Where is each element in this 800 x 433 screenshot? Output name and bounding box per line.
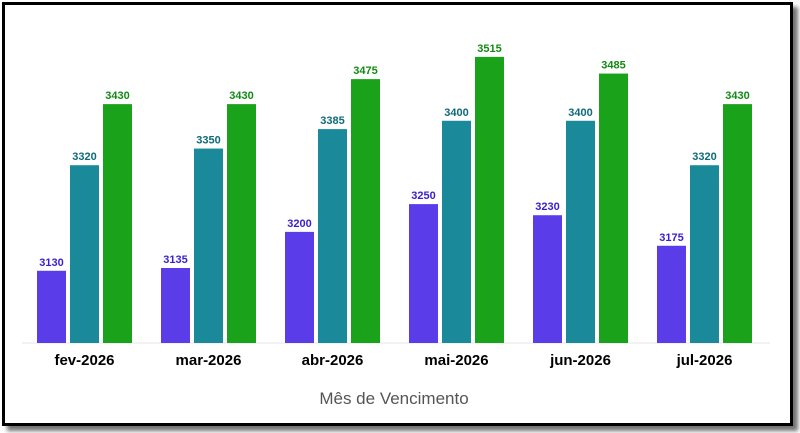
value-label-mai-2026-series-3: 3515 (477, 43, 501, 55)
value-label-mar-2026-series-2: 3350 (196, 135, 220, 147)
bar-mar-2026-series-3 (227, 104, 256, 343)
bar-jul-2026-series-1 (657, 245, 686, 343)
value-label-abr-2026-series-1: 3200 (287, 218, 311, 230)
x-tick-label-jun-2026: jun-2026 (549, 352, 611, 369)
bar-abr-2026-series-1 (285, 231, 314, 343)
bar-fev-2026-series-3 (103, 104, 132, 343)
value-label-jun-2026-series-3: 3485 (601, 60, 625, 72)
bar-mai-2026-series-2 (442, 120, 471, 344)
value-label-jul-2026-series-3: 3430 (725, 90, 749, 102)
value-label-jun-2026-series-2: 3400 (568, 107, 592, 119)
x-tick-label-mar-2026: mar-2026 (176, 352, 242, 369)
value-label-fev-2026-series-2: 3320 (72, 151, 96, 163)
bar-jun-2026-series-3 (599, 73, 628, 344)
x-tick-label-mai-2026: mai-2026 (424, 352, 488, 369)
value-label-jul-2026-series-2: 3320 (692, 151, 716, 163)
bar-fev-2026-series-1 (37, 270, 66, 343)
value-label-abr-2026-series-2: 3385 (320, 115, 344, 127)
x-tick-labels-group: fev-2026 mar-2026 abr-2026 mai-2026 jun-2026… (54, 352, 732, 369)
bar-fev-2026-series-2 (70, 165, 99, 343)
bar-jul-2026-series-3 (723, 104, 752, 343)
bar-jun-2026-series-2 (566, 120, 595, 344)
bar-mai-2026-series-3 (475, 56, 504, 344)
value-label-mai-2026-series-2: 3400 (444, 107, 468, 119)
value-labels-group: 3130 3320 3430 3135 3350 3430 3200 3385 3475 3250… (39, 43, 749, 269)
bar-jun-2026-series-1 (533, 215, 562, 343)
bar-abr-2026-series-2 (318, 129, 347, 343)
x-axis-title: Mês de Vencimento (319, 389, 468, 408)
value-label-fev-2026-series-3: 3430 (105, 90, 129, 102)
bar-abr-2026-series-3 (351, 79, 380, 343)
x-tick-label-jul-2026: jul-2026 (676, 352, 733, 369)
value-label-jun-2026-series-1: 3230 (535, 201, 559, 213)
chart-frame (2, 2, 793, 426)
value-label-jul-2026-series-1: 3175 (659, 232, 683, 244)
x-tick-label-abr-2026: abr-2026 (302, 352, 364, 369)
bar-jul-2026-series-2 (690, 165, 719, 343)
x-tick-label-fev-2026: fev-2026 (54, 352, 114, 369)
bar-mar-2026-series-2 (194, 148, 223, 343)
bars-group (37, 56, 752, 344)
value-label-mar-2026-series-3: 3430 (229, 90, 253, 102)
value-label-mar-2026-series-1: 3135 (163, 254, 187, 266)
bar-mar-2026-series-1 (161, 268, 190, 343)
value-label-fev-2026-series-1: 3130 (39, 257, 63, 269)
value-label-mai-2026-series-1: 3250 (411, 190, 435, 202)
value-label-abr-2026-series-3: 3475 (353, 65, 377, 77)
bar-mai-2026-series-1 (409, 204, 438, 343)
